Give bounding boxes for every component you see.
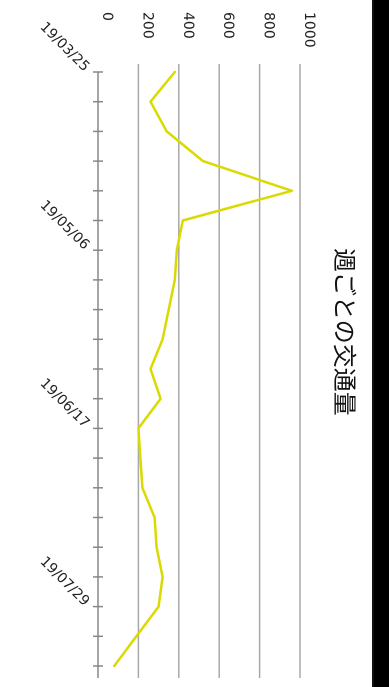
y-tick-label-200: 200 [139, 12, 155, 39]
x-axis [93, 71, 103, 678]
y-tick-label-600: 600 [220, 12, 236, 39]
chart-title: 週ごとの交通量 [330, 248, 358, 416]
x-tick-label: 19/06/17 [37, 375, 93, 431]
y-tick-label-800: 800 [261, 12, 277, 39]
x-tick-label: 19/05/06 [37, 197, 93, 253]
y-tick-label-400: 400 [180, 12, 196, 39]
x-axis-tick-labels: 19/03/25 19/05/06 19/06/17 19/07/29 [37, 19, 93, 609]
series-line [112, 70, 294, 668]
chart-frame [0, 0, 374, 687]
y-axis-tick-labels: 0 200 400 600 800 1000 [99, 12, 317, 48]
x-tick-label: 19/07/29 [37, 554, 93, 610]
x-tick-label: 19/03/25 [37, 19, 93, 75]
y-tick-label-1000: 1000 [301, 12, 317, 48]
y-tick-label-0: 0 [99, 12, 115, 21]
